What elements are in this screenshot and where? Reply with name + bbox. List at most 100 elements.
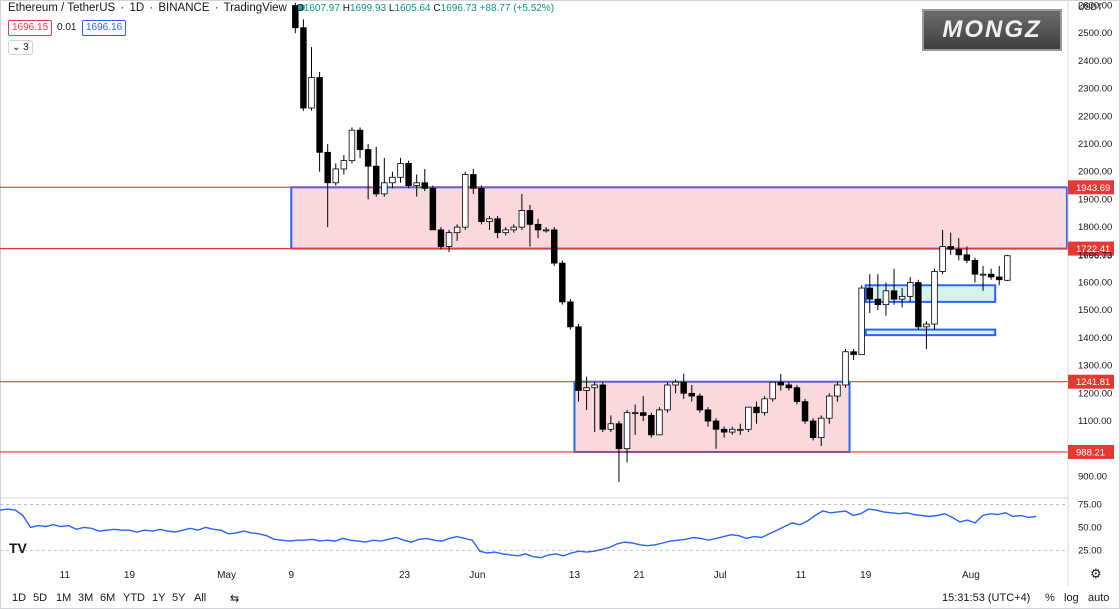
rsi-tick-label: 25.00 — [1078, 545, 1102, 556]
hline-price-badge — [1068, 374, 1114, 389]
candle-body — [429, 187, 437, 231]
candle-body — [494, 218, 501, 234]
candle-body — [607, 423, 615, 430]
candle-body — [688, 392, 696, 397]
range-1y[interactable]: 1Y — [152, 592, 166, 604]
candle-body — [947, 246, 954, 250]
low-value: 1605.64 — [394, 3, 431, 14]
candle-body — [292, 5, 299, 29]
candle-body — [421, 182, 429, 189]
zone-rect-2[interactable] — [864, 284, 997, 303]
time-tick-label: 11 — [796, 570, 807, 581]
candle-body — [381, 182, 388, 195]
candle-body — [971, 259, 979, 275]
candle-body — [559, 262, 566, 303]
sell-button[interactable]: 1696.15 — [8, 20, 53, 36]
candle-body — [850, 351, 857, 355]
price-tick-label: 1900.00 — [1078, 194, 1112, 205]
candle-body — [761, 398, 768, 414]
price-tick-label: 1100.00 — [1078, 416, 1112, 427]
rsi-line[interactable] — [0, 508, 1037, 559]
zone-rect-1[interactable] — [573, 380, 851, 453]
candle-body — [518, 210, 526, 228]
price-tick-label: 900.00 — [1078, 471, 1107, 482]
candle-body — [316, 77, 323, 153]
hline-price-label: 1722.41 — [1076, 244, 1110, 255]
range-6m[interactable]: 6M — [100, 592, 116, 604]
candle-body — [704, 409, 712, 422]
candle-body — [356, 129, 364, 150]
range-3m[interactable]: 3M — [78, 592, 94, 604]
exchange-label: BINANCE — [158, 2, 210, 14]
range-1m[interactable]: 1M — [56, 592, 72, 604]
candle-body — [882, 290, 890, 306]
bottom-toolbar: 1D 5D 1M 3M 6M YTD 1Y 5Y All ⇆ 15:31:53 … — [0, 588, 1120, 609]
candle-body — [979, 273, 987, 276]
candle-body — [793, 387, 801, 403]
separator-3: · — [214, 2, 219, 14]
open-key: O — [296, 3, 304, 14]
separator-1: · — [120, 2, 125, 14]
candle-body — [437, 229, 445, 247]
indicators-toggle[interactable]: ⌄ 3 — [8, 40, 33, 55]
candle-body — [777, 381, 785, 386]
time-tick-label: 19 — [860, 570, 872, 581]
price-tick-label: 1200.00 — [1078, 388, 1112, 399]
spread-value: 0.01 — [57, 22, 77, 33]
candle-body — [526, 210, 534, 225]
range-ytd[interactable]: YTD — [123, 592, 145, 604]
buy-button[interactable]: 1696.16 — [82, 20, 127, 36]
rsi-tick-label: 75.00 — [1078, 500, 1102, 511]
price-tick-label: 2500.00 — [1078, 28, 1112, 39]
time-tick-label: 23 — [399, 570, 411, 581]
candle-body — [1004, 255, 1011, 281]
symbol-name[interactable]: Ethereum / TetherUS — [8, 2, 116, 14]
ohlc-legend: O1607.97 H1699.93 L1605.64 C1696.73 +88.… — [296, 3, 554, 14]
auto-toggle[interactable]: auto — [1088, 592, 1110, 604]
price-tick-label: 1300.00 — [1078, 361, 1112, 372]
gear-icon[interactable]: ⚙ — [1090, 566, 1102, 581]
zone-rect-3[interactable] — [864, 328, 997, 337]
current-price-label: 1696.73 — [1078, 251, 1112, 262]
log-toggle[interactable]: log — [1064, 592, 1079, 604]
close-key: C — [433, 3, 441, 14]
candle-body — [486, 218, 493, 222]
hline-price-label: 1943.69 — [1076, 183, 1110, 194]
candle-body — [615, 423, 623, 450]
candle-body — [955, 248, 963, 256]
range-all[interactable]: All — [194, 592, 207, 604]
close-value: 1696.73 — [440, 3, 477, 14]
chevron-down-icon: ⌄ — [12, 42, 21, 53]
hline-price-badge — [1068, 241, 1114, 256]
percent-toggle[interactable]: % — [1045, 592, 1055, 604]
candle-body — [453, 226, 461, 234]
candle-body — [672, 381, 679, 386]
mongz-logo: MONGZ — [922, 9, 1062, 51]
candle-body — [332, 168, 340, 184]
candle-body — [631, 412, 639, 415]
candle-body — [389, 176, 396, 184]
candle-body — [890, 290, 898, 300]
interval-label[interactable]: 1D — [129, 2, 145, 14]
date-range-icon[interactable]: ⇆ — [230, 593, 240, 605]
candle-body — [567, 301, 574, 328]
candle-body — [308, 77, 315, 109]
candle-body — [915, 282, 922, 328]
candle-body — [340, 160, 348, 170]
candle-body — [664, 384, 671, 411]
clock-time[interactable]: 15:31:53 (UTC+4) — [942, 592, 1031, 604]
range-5d[interactable]: 5D — [33, 592, 48, 604]
candle-body — [510, 226, 518, 231]
price-tick-label: 1400.00 — [1078, 333, 1112, 344]
candle-body — [923, 323, 930, 328]
candle-body — [866, 287, 874, 300]
price-tick-label: 1800.00 — [1078, 222, 1112, 233]
candle-body — [591, 384, 598, 389]
candle-body — [826, 395, 833, 419]
candle-body — [696, 395, 704, 411]
change-value: +88.77 (+5.52%) — [479, 3, 555, 14]
range-1d[interactable]: 1D — [12, 592, 27, 604]
range-5y[interactable]: 5Y — [172, 592, 186, 604]
candle-body — [542, 229, 550, 232]
